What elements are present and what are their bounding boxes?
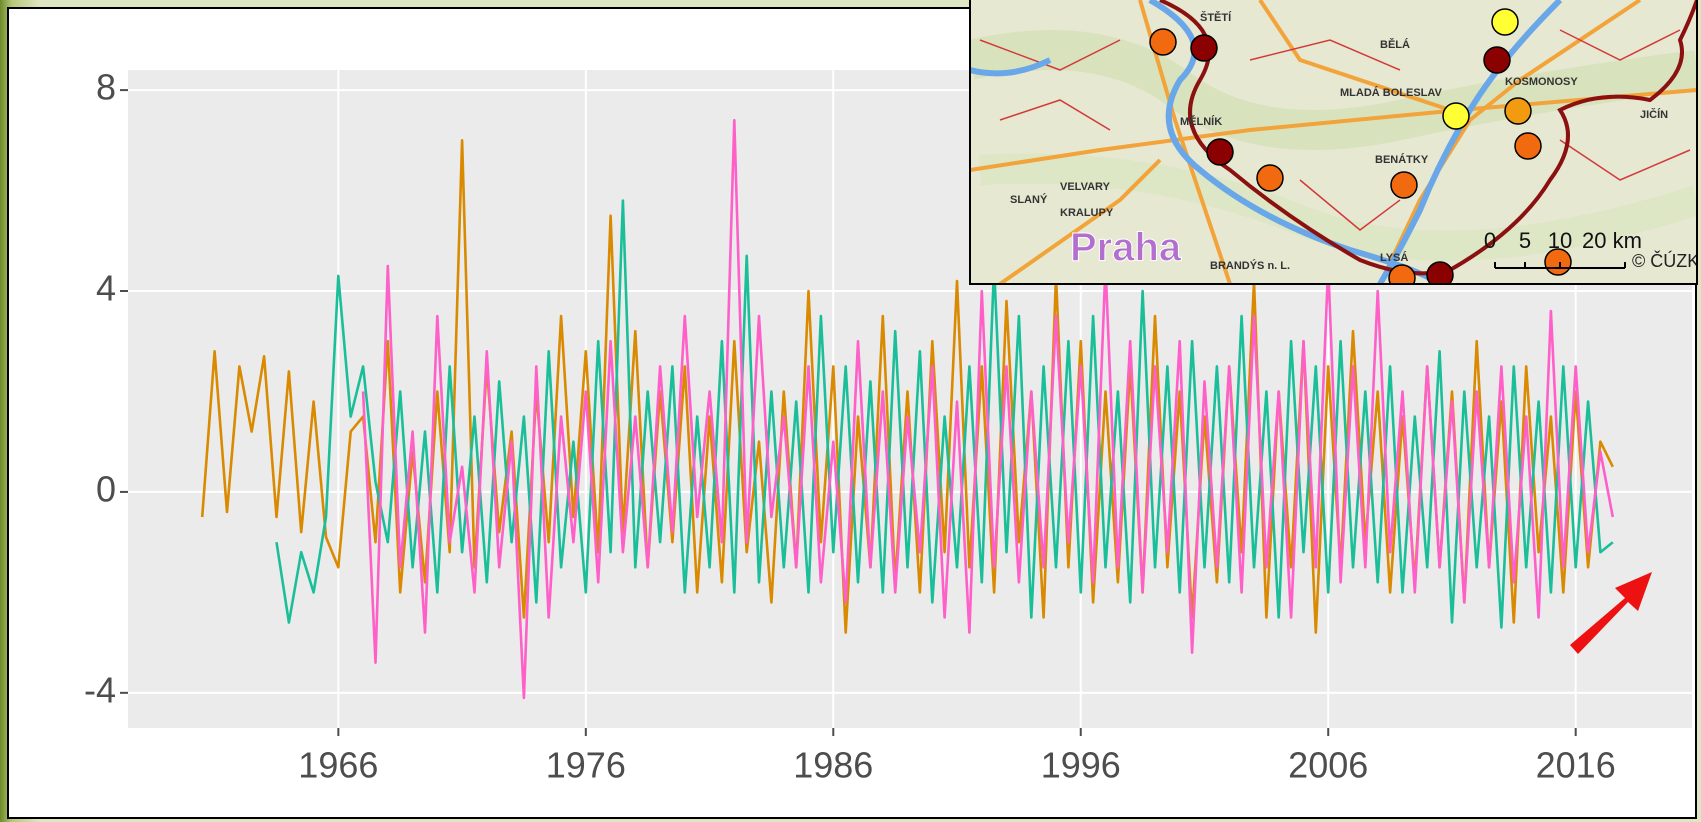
place-label: Praha [1070,226,1182,270]
station [1391,172,1417,198]
inset-map: MLADÁ BOLESLAV MĚLNÍK KOSMONOSY BENÁTKY VELV… [970,0,1699,291]
x-tick-label: 1966 [298,745,378,786]
scale-label: 0 [1484,228,1496,253]
scale-label: 5 [1519,228,1531,253]
station [1505,98,1531,124]
station [1150,29,1176,55]
station [1492,9,1518,35]
page: {"chart_data": {"type": "line", "x": [19… [0,0,1701,822]
y-tick-label: 4 [96,268,116,309]
map-label: ŠTĚTÍ [1200,11,1232,24]
x-tick-label: 2016 [1536,745,1616,786]
station [1484,47,1510,73]
map-label: BRANDÝS n. L. [1210,259,1290,272]
map-label: BĚLÁ [1380,38,1410,51]
chart: -4 0 4 8 1966 1976 1986 1996 2006 2016 [0,0,1701,822]
x-tick-label: 1996 [1041,745,1121,786]
map-label: SLANÝ [1010,193,1048,206]
map-label: KRALUPY [1060,207,1114,219]
station [1443,103,1469,129]
map-label: MLADÁ BOLESLAV [1340,86,1443,99]
station [1191,35,1217,61]
copyright: © ČÚZK [1632,250,1699,271]
scale-label: 10 [1548,228,1572,253]
y-tick-label: 8 [96,67,116,108]
station [1515,133,1541,159]
map-label: LYSÁ [1380,251,1408,264]
map-label: MĚLNÍK [1180,115,1222,128]
station [1545,249,1571,275]
x-tick-label: 1986 [793,745,873,786]
map-label: KOSMONOSY [1505,76,1578,88]
map-label: BENÁTKY [1375,153,1429,166]
map-label: JIČÍN [1640,108,1668,121]
x-tick-label: 2006 [1288,745,1368,786]
x-tick-label: 1976 [546,745,626,786]
station [1207,139,1233,165]
station [1257,165,1283,191]
map-label: VELVARY [1060,181,1111,193]
y-tick-label: -4 [84,669,116,710]
scale-label: 20 km [1582,228,1642,253]
y-tick-label: 0 [96,468,116,509]
